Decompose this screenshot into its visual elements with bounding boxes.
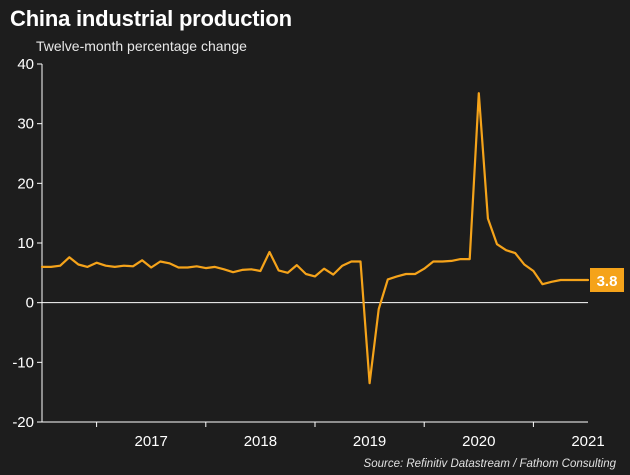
y-tick-label: 10 bbox=[17, 235, 34, 252]
y-tick-label: 20 bbox=[17, 175, 34, 192]
x-tick-label: 2019 bbox=[353, 433, 386, 450]
series-lines bbox=[40, 92, 590, 385]
y-tick-label: 30 bbox=[17, 116, 34, 133]
x-tick-label: 2020 bbox=[462, 433, 495, 450]
x-axis-ticks: 2017 2018 2019 2020 2021 bbox=[96, 422, 605, 450]
chart-axes bbox=[41, 64, 588, 423]
source-note: Source: Refinitiv Datastream / Fathom Co… bbox=[363, 458, 616, 470]
x-tick-label: 2021 bbox=[571, 433, 604, 450]
series-line bbox=[40, 92, 590, 385]
chart-title: China industrial production bbox=[10, 6, 292, 31]
chart-subtitle: Twelve-month percentage change bbox=[36, 38, 247, 54]
x-tick-label: 2017 bbox=[135, 433, 168, 450]
y-tick-label: 0 bbox=[26, 295, 34, 312]
y-tick-label: 40 bbox=[17, 56, 34, 73]
last-value-label: 3.8 bbox=[597, 273, 618, 290]
last-value-callout: 3.8 bbox=[590, 267, 624, 292]
y-tick-label: -10 bbox=[12, 354, 34, 371]
x-tick-label: 2018 bbox=[244, 433, 277, 450]
y-axis-ticks: 40 30 20 10 0 -10 -20 bbox=[12, 56, 42, 431]
y-tick-label: -20 bbox=[12, 414, 34, 431]
last-value-box bbox=[590, 267, 624, 292]
